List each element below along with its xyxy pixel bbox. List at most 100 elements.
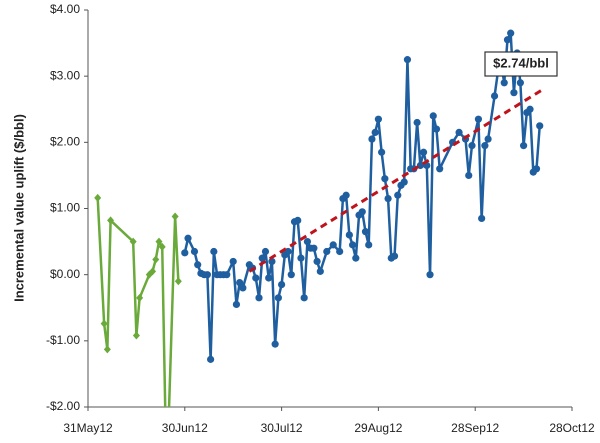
point — [510, 89, 518, 97]
point — [294, 216, 302, 225]
point — [287, 271, 295, 279]
point — [484, 135, 492, 143]
point — [207, 355, 215, 363]
point — [361, 228, 370, 236]
point — [152, 255, 160, 264]
point — [381, 175, 389, 183]
point — [352, 254, 360, 262]
point — [403, 56, 412, 64]
point — [507, 29, 515, 37]
point — [255, 294, 263, 302]
x-tick-label: 30Jun12 — [162, 421, 208, 435]
point — [278, 280, 286, 289]
point — [436, 165, 444, 173]
point — [268, 257, 276, 266]
point — [258, 254, 266, 262]
point — [261, 247, 270, 256]
x-tick-label: 31May12 — [63, 421, 113, 435]
y-tick-label: -$2.00 — [46, 399, 80, 413]
point — [348, 241, 357, 249]
y-axis-label: Incremental value uplift ($/bbl) — [11, 114, 26, 302]
point — [265, 274, 273, 282]
point — [526, 105, 534, 113]
point — [374, 115, 382, 123]
y-tick-label: $0.00 — [50, 267, 80, 281]
point — [107, 216, 115, 225]
x-tick-label: 30Jul12 — [261, 421, 303, 435]
point — [310, 244, 318, 252]
point — [342, 191, 350, 199]
point — [184, 234, 192, 242]
point — [236, 279, 244, 287]
point — [400, 178, 408, 186]
point — [432, 125, 441, 133]
point — [520, 142, 528, 150]
point — [516, 79, 524, 87]
point — [500, 79, 508, 87]
point — [300, 294, 308, 302]
x-tick-label: 28Sep12 — [451, 421, 499, 435]
point — [532, 165, 541, 173]
point — [478, 214, 486, 223]
point — [323, 247, 331, 256]
point — [155, 237, 163, 246]
point — [413, 118, 421, 127]
y-tick-label: -$1.00 — [46, 333, 80, 347]
point — [158, 242, 166, 251]
point — [536, 122, 544, 130]
point — [239, 284, 247, 292]
point — [503, 36, 512, 44]
point — [100, 319, 108, 328]
point — [465, 171, 473, 180]
point — [194, 261, 202, 269]
point — [455, 128, 463, 137]
point — [474, 115, 483, 123]
point — [336, 247, 344, 256]
y-tick-label: $4.00 — [50, 2, 80, 16]
point — [271, 340, 279, 348]
point — [345, 231, 353, 239]
point — [390, 252, 399, 260]
point — [358, 208, 366, 216]
point — [468, 142, 476, 150]
point — [103, 345, 111, 354]
annotation: $2.74/bbl — [493, 55, 549, 70]
point — [316, 267, 324, 275]
trend-line — [248, 88, 544, 273]
point — [368, 135, 376, 143]
point — [203, 271, 211, 279]
point — [378, 148, 386, 156]
point — [181, 249, 189, 257]
y-tick-label: $1.00 — [50, 201, 80, 215]
point — [210, 247, 218, 256]
point — [136, 293, 144, 302]
point — [174, 277, 182, 286]
plot-area — [94, 29, 544, 407]
point — [419, 148, 428, 156]
y-tick-label: $2.00 — [50, 135, 80, 149]
point — [297, 254, 305, 262]
point — [490, 92, 499, 100]
point — [229, 257, 237, 266]
point — [481, 142, 489, 150]
x-tick-label: 29Aug12 — [354, 421, 402, 435]
point — [94, 193, 102, 202]
series-line — [183, 31, 541, 361]
point — [329, 241, 337, 249]
point — [371, 128, 379, 137]
point — [429, 112, 437, 120]
point — [149, 267, 157, 276]
point — [394, 191, 402, 199]
x-tick-label: 28Oct12 — [549, 421, 595, 435]
point — [132, 331, 140, 340]
point — [426, 271, 434, 279]
point — [313, 257, 321, 266]
point — [171, 212, 179, 221]
point — [303, 237, 312, 246]
point — [365, 241, 373, 249]
point — [252, 274, 260, 282]
y-tick-label: $3.00 — [50, 68, 80, 82]
point — [223, 271, 231, 279]
point — [384, 194, 392, 203]
point — [274, 294, 282, 302]
